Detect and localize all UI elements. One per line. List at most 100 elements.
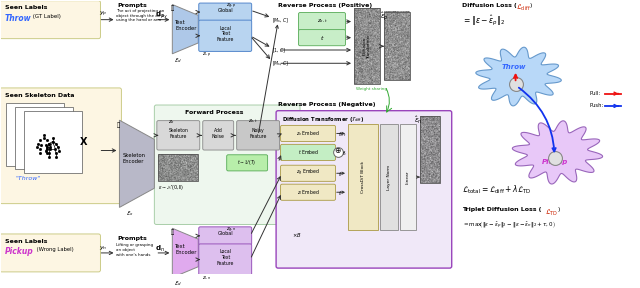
Text: $y_p$: $y_p$ [99, 10, 108, 19]
Text: Pickup: Pickup [4, 247, 33, 256]
Text: $\mathcal{L}_\mathrm{TD}$: $\mathcal{L}_\mathrm{TD}$ [545, 207, 558, 218]
Text: Triplet Diffusion Loss (: Triplet Diffusion Loss ( [461, 207, 541, 213]
Text: $y_n$: $y_n$ [99, 245, 108, 252]
FancyBboxPatch shape [157, 121, 200, 150]
Text: The act of projecting an
object through the air by
using the hand or arm: The act of projecting an object through … [116, 9, 167, 22]
Text: $t \sim \mathcal{U}(T)$: $t \sim \mathcal{U}(T)$ [237, 158, 257, 167]
Text: (GT Label): (GT Label) [31, 14, 61, 19]
Text: Lifting or grasping
an object
with one's hands: Lifting or grasping an object with one's… [116, 243, 154, 257]
FancyBboxPatch shape [0, 88, 122, 204]
Bar [380, 124, 398, 230]
FancyBboxPatch shape [298, 13, 346, 31]
Text: Add
Noise: Add Noise [212, 128, 225, 139]
Text: Reverse Process (Negative): Reverse Process (Negative) [278, 102, 376, 107]
Text: $[M_s, C]$: $[M_s, C]$ [272, 16, 289, 25]
Bar [420, 116, 440, 183]
Text: $z_g$ Embed: $z_g$ Embed [296, 168, 320, 178]
FancyBboxPatch shape [227, 155, 268, 171]
Text: $\times B$: $\times B$ [292, 231, 301, 239]
Text: Seen Labels: Seen Labels [4, 239, 47, 244]
Text: ): ) [557, 207, 560, 213]
Text: $[M_s, C]$: $[M_s, C]$ [272, 60, 289, 68]
Text: Noisy
Feature: Noisy Feature [250, 128, 267, 139]
Text: $z_{g,p}$: $z_{g,p}$ [226, 2, 237, 11]
FancyBboxPatch shape [203, 121, 234, 150]
Text: $f_{x,t}$: $f_{x,t}$ [338, 130, 346, 139]
Text: Reverse Process (Positive): Reverse Process (Positive) [278, 3, 372, 7]
Text: Seen Labels: Seen Labels [4, 5, 47, 10]
Polygon shape [476, 47, 561, 106]
Text: Text
Encoder: Text Encoder [175, 244, 197, 255]
Text: $\hat{\epsilon}_p$: $\hat{\epsilon}_p$ [380, 10, 388, 23]
FancyBboxPatch shape [280, 165, 335, 181]
Bar [400, 124, 416, 230]
Text: Seen Skeleton Data: Seen Skeleton Data [4, 93, 74, 98]
Text: Global: Global [218, 8, 233, 13]
Text: Diffusion Transformer ($\mathcal{T}_\mathrm{diff}$): Diffusion Transformer ($\mathcal{T}_\mat… [282, 115, 364, 124]
Text: Prompts: Prompts [118, 236, 147, 241]
Text: $\hat{\epsilon}_n$: $\hat{\epsilon}_n$ [414, 115, 422, 126]
Text: Pickup: Pickup [541, 159, 568, 165]
Text: $z_x$ Embed: $z_x$ Embed [296, 129, 320, 138]
Text: $\mathcal{L}_\mathrm{diff}$: $\mathcal{L}_\mathrm{diff}$ [516, 3, 531, 13]
Text: Weight sharing: Weight sharing [356, 87, 387, 91]
Text: Text
Encoder: Text Encoder [175, 20, 197, 31]
Text: Local
Text
Feature: Local Text Feature [216, 249, 234, 266]
Text: Diffusion
Transformer: Diffusion Transformer [363, 34, 371, 59]
Text: $z_{x,t}$: $z_{x,t}$ [317, 18, 328, 25]
Bar [158, 154, 198, 181]
FancyBboxPatch shape [199, 244, 252, 275]
Text: $f_l$: $f_l$ [338, 190, 342, 198]
FancyBboxPatch shape [237, 121, 280, 150]
Text: $f_c$: $f_c$ [342, 149, 348, 158]
Text: Diffusion Loss (: Diffusion Loss ( [461, 3, 516, 7]
FancyBboxPatch shape [199, 3, 252, 21]
Text: Linear: Linear [406, 170, 410, 184]
Text: CrossDiT Block: CrossDiT Block [361, 161, 365, 193]
Polygon shape [120, 120, 154, 207]
Text: Forward Process: Forward Process [186, 110, 244, 115]
Text: $\epsilon \sim \mathcal{N}(0,\mathbf{I})$: $\epsilon \sim \mathcal{N}(0,\mathbf{I})… [158, 183, 184, 192]
Text: 🔒: 🔒 [170, 229, 173, 235]
FancyBboxPatch shape [298, 30, 346, 46]
Text: Prompts: Prompts [118, 3, 147, 7]
Text: Pull:: Pull: [589, 91, 600, 96]
Text: (Wrong Label): (Wrong Label) [35, 247, 74, 252]
Text: $z_x$: $z_x$ [168, 118, 175, 126]
Text: $z_{l,n}$: $z_{l,n}$ [202, 275, 211, 282]
Text: 🔒: 🔒 [116, 122, 120, 128]
FancyBboxPatch shape [154, 105, 300, 224]
Bar [6, 103, 63, 166]
FancyBboxPatch shape [0, 1, 100, 39]
Text: $t$: $t$ [319, 34, 324, 42]
Text: Throw: Throw [502, 64, 526, 70]
Text: $\mathbf{d}_p$: $\mathbf{d}_p$ [156, 9, 165, 21]
Bar [15, 107, 72, 169]
Text: Global: Global [218, 232, 233, 236]
FancyBboxPatch shape [276, 111, 452, 268]
FancyBboxPatch shape [199, 227, 252, 245]
Text: $\mathcal{E}_d$: $\mathcal{E}_d$ [174, 56, 182, 65]
Bar [348, 124, 378, 230]
Text: Skeleton
Encoder: Skeleton Encoder [122, 153, 145, 164]
Text: Throw: Throw [4, 14, 31, 23]
Text: $\mathbf{X}$: $\mathbf{X}$ [79, 135, 88, 147]
FancyBboxPatch shape [280, 184, 335, 200]
Text: $\mathcal{E}_d$: $\mathcal{E}_d$ [174, 279, 182, 288]
Text: 🔒: 🔒 [170, 5, 173, 11]
Bar [384, 12, 410, 80]
Polygon shape [513, 121, 603, 184]
Text: Push:: Push: [589, 103, 604, 108]
Text: $\oplus$: $\oplus$ [334, 146, 342, 155]
FancyBboxPatch shape [0, 234, 100, 272]
Text: $\mathbf{d}_n$: $\mathbf{d}_n$ [156, 243, 165, 254]
Text: $f_t$: $f_t$ [338, 170, 343, 179]
Text: ): ) [529, 3, 532, 7]
Text: $= \max\!\left(\|\epsilon - \hat{\epsilon}_p\|_2 - \|\epsilon - \hat{\epsilon}_n: $= \max\!\left(\|\epsilon - \hat{\epsilo… [461, 219, 556, 230]
Polygon shape [172, 228, 198, 278]
FancyBboxPatch shape [199, 20, 252, 52]
Text: $z_l$ Embed: $z_l$ Embed [297, 188, 319, 197]
Text: $\mathcal{E}_x$: $\mathcal{E}_x$ [127, 209, 134, 218]
Text: $z_{g,n}$: $z_{g,n}$ [226, 226, 237, 235]
Text: $z_{l,p}$: $z_{l,p}$ [202, 51, 211, 60]
